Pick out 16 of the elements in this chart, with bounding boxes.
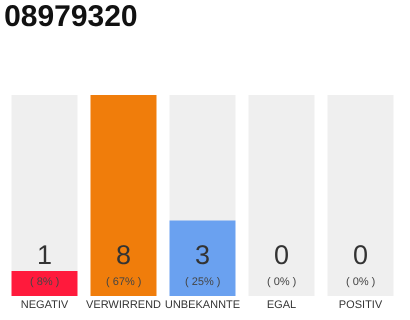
x-tick-label: UNBEKANNTE	[164, 299, 240, 311]
annotation: ( 8% )	[30, 276, 60, 288]
annotation: ( 0% )	[346, 276, 376, 288]
chart-title: 08979320	[4, 0, 138, 33]
x-tick-label: NEGATIV	[20, 299, 69, 311]
annotation: ( 25% )	[185, 276, 220, 288]
data-label: 1	[37, 240, 52, 270]
annotation: ( 0% )	[267, 276, 296, 288]
data-label: 8	[116, 240, 132, 270]
x-tick-label: EGAL	[266, 299, 296, 311]
x-tick-label: POSITIV	[338, 299, 383, 311]
x-tick-label: VERWIRREND	[86, 299, 162, 311]
annotation: 0	[353, 240, 368, 270]
data-label: 3	[195, 240, 210, 270]
annotation: 0	[274, 240, 290, 270]
annotation: ( 67% )	[106, 276, 142, 288]
